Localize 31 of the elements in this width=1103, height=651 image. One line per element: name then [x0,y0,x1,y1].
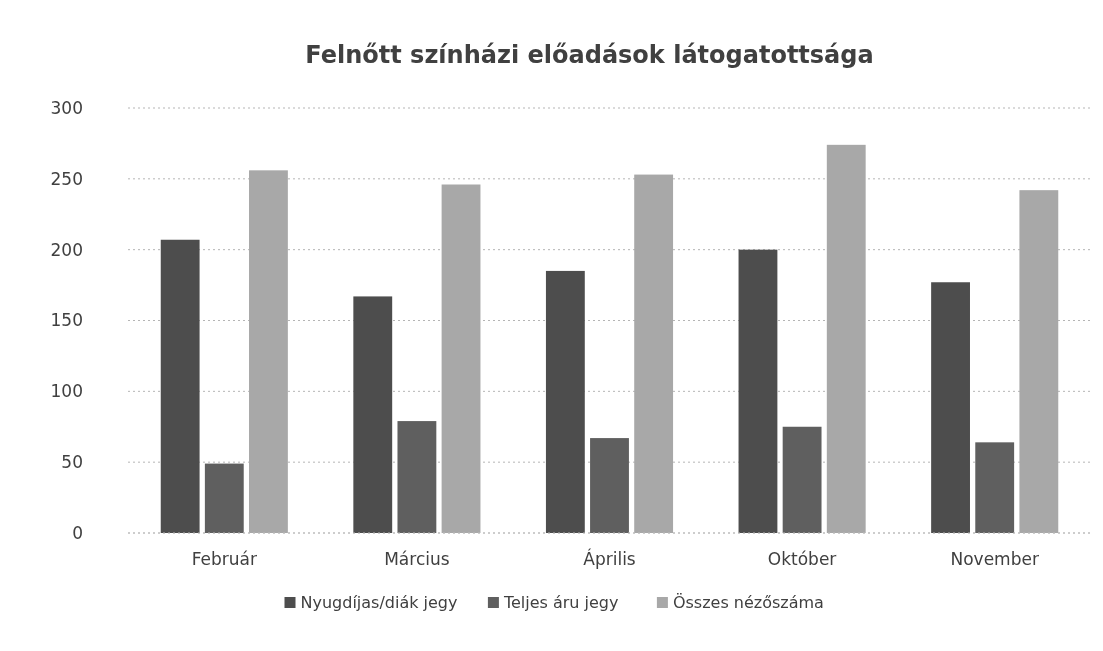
bar [397,421,437,533]
legend-label: Teljes áru jegy [502,593,619,612]
y-tick-label: 250 [50,168,83,189]
bar [975,442,1015,533]
x-tick-label: Április [583,548,636,569]
bar [590,438,629,533]
bar [931,282,970,533]
y-tick-label: 100 [50,381,83,402]
bar [1019,190,1059,533]
y-tick-label: 300 [50,97,83,118]
x-tick-label: Február [191,549,257,569]
bar [782,426,822,533]
bar [441,184,481,533]
bar [826,144,866,533]
x-tick-label: Március [384,549,450,569]
y-tick-label: 50 [61,452,83,473]
bar [634,174,674,533]
bar [545,270,585,533]
bar [249,170,288,533]
bar [160,239,200,533]
chart-title: Felnőtt színházi előadások látogatottsága [305,41,874,69]
y-tick-label: 150 [50,310,83,331]
legend-label: Összes nézőszáma [672,593,824,612]
bar [204,463,244,533]
y-tick-label: 0 [72,522,83,543]
bar [738,249,778,533]
y-tick-label: 200 [50,239,83,260]
legend-label: Nyugdíjas/diák jegy [300,593,458,612]
x-tick-label: Október [767,549,837,569]
bar [353,296,393,533]
x-tick-label: November [950,549,1039,569]
